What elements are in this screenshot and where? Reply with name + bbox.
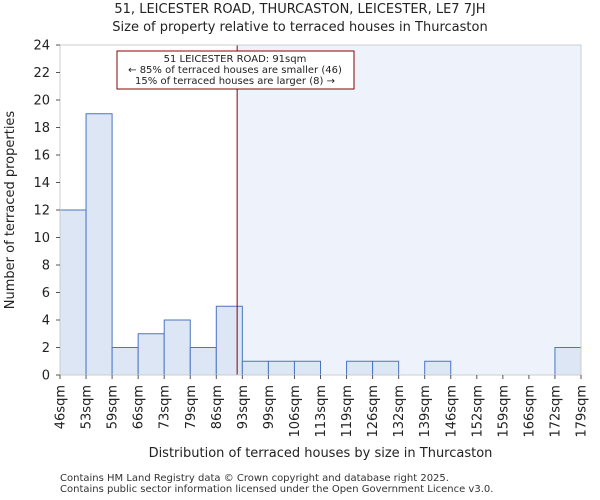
- histogram-bar: [293, 360, 322, 376]
- larger-properties-shading: [237, 45, 581, 375]
- x-tick-label: 106sqm: [288, 385, 303, 438]
- y-tick-label: 6: [42, 286, 50, 301]
- x-tick-label: 73sqm: [158, 385, 173, 429]
- y-tick-label: 22: [33, 66, 50, 81]
- y-tick-label: 2: [42, 341, 50, 356]
- histogram-bar: [424, 360, 452, 376]
- y-tick-label: 20: [33, 94, 50, 109]
- y-tick-label: 8: [42, 259, 50, 274]
- histogram-bar: [372, 360, 400, 376]
- histogram-bar: [111, 347, 139, 376]
- annotation-line-3: 15% of terraced houses are larger (8) →: [135, 76, 335, 87]
- histogram-bar: [346, 360, 374, 376]
- x-tick-label: 113sqm: [314, 385, 329, 438]
- y-axis-label: Number of terraced properties: [3, 111, 18, 310]
- x-tick-label: 179sqm: [575, 385, 590, 438]
- y-tick-label: 10: [33, 231, 50, 246]
- footer-copyright: Contains HM Land Registry data © Crown c…: [60, 473, 449, 484]
- annotation-line-2: ← 85% of terraced houses are smaller (46…: [128, 65, 342, 76]
- x-tick-label: 132sqm: [392, 385, 407, 438]
- annotation-box: [116, 50, 355, 90]
- histogram-bar: [59, 209, 87, 376]
- x-tick-label: 166sqm: [522, 385, 537, 438]
- x-tick-label: 66sqm: [132, 385, 147, 429]
- x-tick-label: 86sqm: [210, 385, 225, 429]
- x-tick-label: 59sqm: [106, 385, 121, 429]
- x-tick-label: 146sqm: [444, 385, 459, 438]
- histogram-bar: [267, 360, 295, 376]
- histogram-bar: [241, 360, 269, 376]
- x-tick-label: 139sqm: [418, 385, 433, 438]
- x-tick-label: 53sqm: [80, 385, 95, 429]
- y-tick-label: 18: [33, 121, 50, 136]
- x-tick-label: 99sqm: [262, 385, 277, 429]
- chart-title: Size of property relative to terraced ho…: [112, 20, 488, 35]
- x-tick-label: 46sqm: [54, 385, 69, 429]
- histogram-bar: [163, 319, 191, 376]
- x-axis-label: Distribution of terraced houses by size …: [149, 446, 493, 461]
- histogram-bar: [85, 113, 113, 376]
- y-tick-label: 4: [42, 314, 50, 329]
- y-tick-label: 12: [33, 204, 50, 219]
- x-tick-label: 126sqm: [366, 385, 381, 438]
- y-tick-label: 14: [33, 176, 50, 191]
- x-tick-label: 79sqm: [184, 385, 199, 429]
- y-tick-label: 16: [33, 149, 50, 164]
- chart-title-address: 51, LEICESTER ROAD, THURCASTON, LEICESTE…: [114, 2, 486, 17]
- annotation-line-1: 51 LEICESTER ROAD: 91sqm: [164, 54, 307, 65]
- histogram-bar: [137, 333, 165, 376]
- y-tick-label: 0: [42, 369, 50, 384]
- y-tick-label: 24: [33, 39, 50, 54]
- x-tick-label: 172sqm: [548, 385, 563, 438]
- footer-licence: Contains public sector information licen…: [60, 484, 494, 495]
- histogram-bar: [215, 305, 243, 376]
- histogram-bar: [189, 347, 217, 376]
- histogram-bar: [554, 347, 582, 376]
- x-tick-label: 152sqm: [470, 385, 485, 438]
- x-tick-label: 93sqm: [236, 385, 251, 429]
- x-tick-label: 159sqm: [496, 385, 511, 438]
- x-tick-label: 119sqm: [340, 385, 355, 438]
